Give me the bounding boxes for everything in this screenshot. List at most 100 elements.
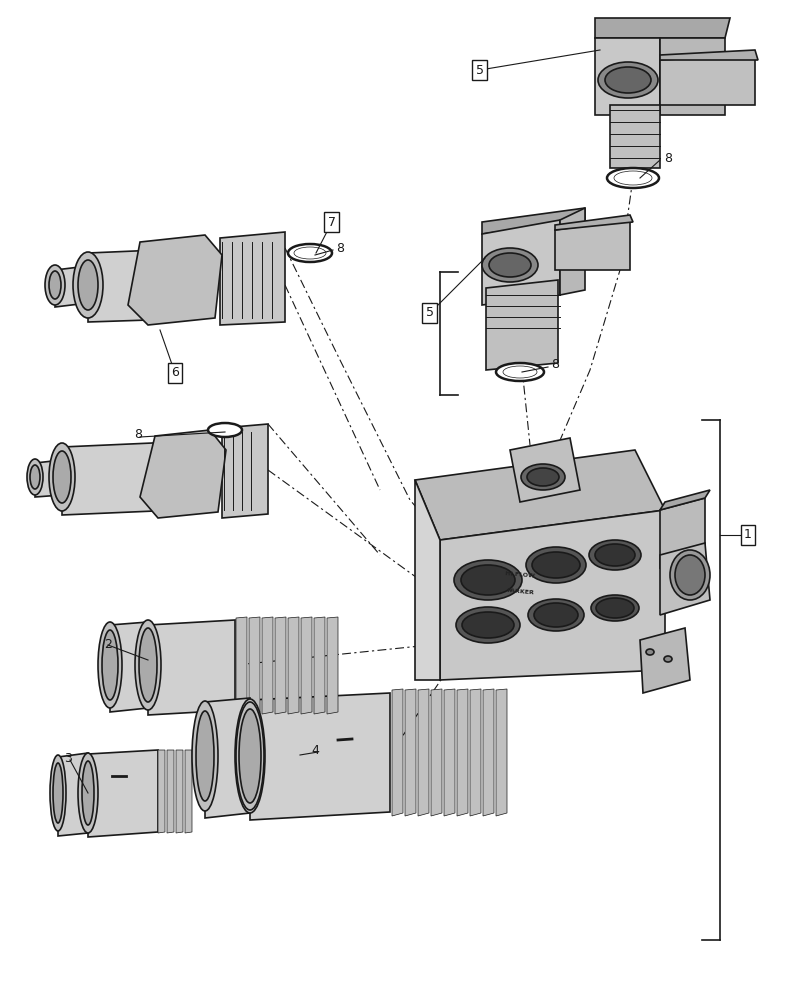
- Polygon shape: [482, 220, 560, 305]
- Polygon shape: [288, 617, 298, 714]
- Ellipse shape: [53, 763, 63, 823]
- Ellipse shape: [482, 248, 538, 282]
- Ellipse shape: [195, 711, 214, 801]
- Polygon shape: [418, 689, 428, 816]
- Ellipse shape: [607, 168, 659, 188]
- Polygon shape: [554, 215, 633, 230]
- Text: 6: 6: [171, 366, 178, 379]
- Ellipse shape: [594, 544, 634, 566]
- Ellipse shape: [78, 753, 98, 833]
- Polygon shape: [560, 208, 584, 295]
- Ellipse shape: [588, 540, 640, 570]
- Ellipse shape: [521, 464, 564, 490]
- Ellipse shape: [527, 599, 583, 631]
- Polygon shape: [62, 442, 178, 515]
- Polygon shape: [221, 424, 268, 518]
- Text: 8: 8: [336, 241, 344, 254]
- Polygon shape: [444, 689, 454, 816]
- Polygon shape: [301, 617, 311, 714]
- Polygon shape: [414, 450, 664, 540]
- Ellipse shape: [102, 630, 118, 700]
- Polygon shape: [659, 50, 757, 60]
- Polygon shape: [594, 18, 729, 38]
- Polygon shape: [167, 750, 174, 833]
- Polygon shape: [554, 220, 629, 270]
- Text: 8: 8: [134, 428, 142, 442]
- Ellipse shape: [669, 550, 709, 600]
- Ellipse shape: [30, 465, 40, 489]
- Polygon shape: [659, 543, 709, 615]
- Polygon shape: [35, 460, 62, 497]
- Ellipse shape: [534, 603, 577, 627]
- Polygon shape: [659, 498, 704, 568]
- Polygon shape: [262, 617, 272, 714]
- Text: 1: 1: [743, 528, 751, 542]
- Ellipse shape: [49, 271, 61, 299]
- Ellipse shape: [208, 423, 242, 437]
- Ellipse shape: [456, 607, 519, 643]
- Ellipse shape: [663, 656, 672, 662]
- Ellipse shape: [98, 622, 122, 708]
- Text: 8: 8: [551, 359, 558, 371]
- Polygon shape: [109, 622, 148, 712]
- Ellipse shape: [49, 443, 75, 511]
- Polygon shape: [249, 617, 260, 714]
- Ellipse shape: [238, 709, 260, 803]
- Polygon shape: [659, 38, 724, 115]
- Text: 5: 5: [426, 306, 433, 320]
- Ellipse shape: [294, 247, 325, 259]
- Polygon shape: [176, 750, 182, 833]
- Ellipse shape: [461, 612, 513, 638]
- Text: 7: 7: [328, 216, 336, 229]
- Polygon shape: [482, 208, 584, 234]
- Polygon shape: [220, 232, 285, 325]
- Polygon shape: [392, 689, 402, 816]
- Text: PARKER: PARKER: [505, 588, 534, 596]
- Ellipse shape: [613, 171, 651, 185]
- Ellipse shape: [73, 252, 103, 318]
- Text: 2: 2: [104, 638, 112, 652]
- Polygon shape: [457, 689, 467, 816]
- Ellipse shape: [590, 595, 638, 621]
- Polygon shape: [55, 266, 88, 307]
- Ellipse shape: [78, 260, 98, 310]
- Polygon shape: [204, 698, 250, 818]
- Ellipse shape: [453, 560, 521, 600]
- Polygon shape: [128, 235, 221, 325]
- Ellipse shape: [82, 761, 94, 825]
- Polygon shape: [139, 430, 225, 518]
- Text: 5: 5: [475, 64, 483, 77]
- Ellipse shape: [53, 451, 71, 503]
- Polygon shape: [158, 750, 165, 833]
- Ellipse shape: [234, 699, 264, 813]
- Ellipse shape: [191, 701, 217, 811]
- Ellipse shape: [488, 253, 530, 277]
- Ellipse shape: [597, 62, 657, 98]
- Polygon shape: [486, 280, 557, 370]
- Polygon shape: [236, 617, 247, 714]
- Polygon shape: [659, 490, 709, 510]
- Polygon shape: [405, 689, 415, 816]
- Ellipse shape: [526, 547, 586, 583]
- Text: 8: 8: [663, 152, 672, 165]
- Polygon shape: [440, 510, 664, 680]
- Ellipse shape: [288, 244, 332, 262]
- Polygon shape: [483, 689, 493, 816]
- Polygon shape: [639, 628, 689, 693]
- Text: 4: 4: [311, 743, 319, 756]
- Ellipse shape: [646, 649, 653, 655]
- Polygon shape: [509, 438, 579, 502]
- Ellipse shape: [502, 366, 536, 378]
- Ellipse shape: [135, 620, 161, 710]
- Polygon shape: [496, 689, 506, 816]
- Polygon shape: [148, 620, 234, 715]
- Ellipse shape: [595, 598, 633, 618]
- Ellipse shape: [461, 565, 514, 595]
- Polygon shape: [250, 693, 389, 820]
- Ellipse shape: [526, 468, 558, 486]
- Polygon shape: [327, 617, 337, 714]
- Ellipse shape: [531, 552, 579, 578]
- Text: HI FLOW: HI FLOW: [504, 571, 534, 579]
- Ellipse shape: [50, 755, 66, 831]
- Polygon shape: [185, 750, 191, 833]
